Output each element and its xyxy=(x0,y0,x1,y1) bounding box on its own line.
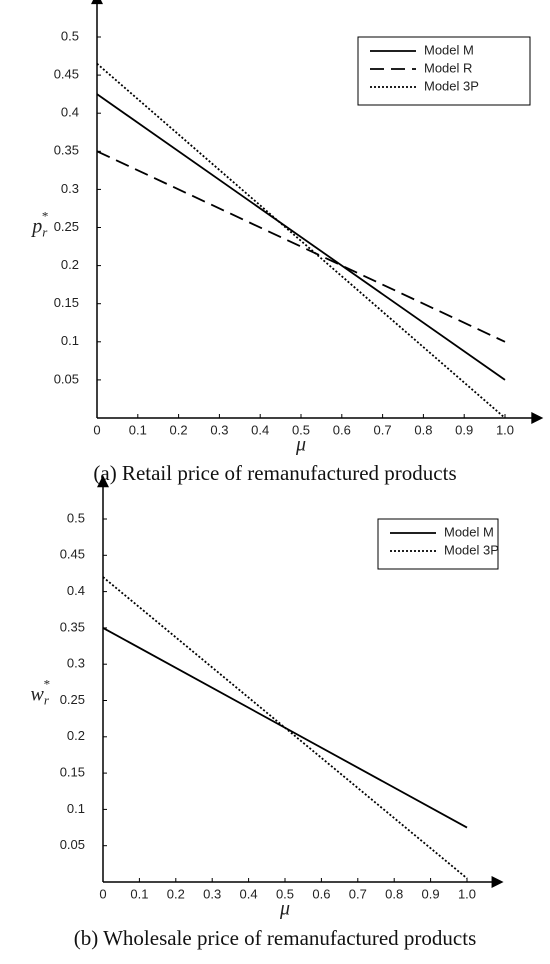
y-tick-label: 0.25 xyxy=(54,219,79,234)
chart: 0 0.1 0.2 0.3 0.4 0.5 0.6 0.7 0.8 0.9 1.0 0.05 0.1 0.… xyxy=(30,0,544,485)
x-tick-label: 0.9 xyxy=(422,886,440,901)
x-tick-label: 1.0 xyxy=(458,886,476,901)
y-label-sup: * xyxy=(41,208,48,223)
caption: (b) Wholesale price of remanufactured pr… xyxy=(74,926,477,950)
legend-label: Model R xyxy=(424,60,472,75)
y-label-main: w xyxy=(31,683,45,705)
y-label-main: p xyxy=(30,215,42,237)
x-tick-label: 1.0 xyxy=(496,422,514,437)
y-tick-label: 0.25 xyxy=(60,692,85,707)
series-line xyxy=(96,150,506,343)
y-tick-label: 0.4 xyxy=(61,105,79,120)
series-line xyxy=(102,576,468,880)
x-tick-label: 0 xyxy=(99,886,106,901)
y-label-sup: * xyxy=(43,676,50,691)
x-arrow xyxy=(531,412,544,424)
x-tick-label: 0.3 xyxy=(203,886,221,901)
x-tick-label: 0.5 xyxy=(276,886,294,901)
x-tick-label: 0.2 xyxy=(170,422,188,437)
x-tick-label: 0.9 xyxy=(455,422,473,437)
x-tick-label: 0.4 xyxy=(240,886,258,901)
legend-box xyxy=(377,518,499,570)
caption: (a) Retail price of remanufactured produ… xyxy=(93,461,456,485)
x-axis-label: μ xyxy=(295,434,306,456)
legend-label: Model M xyxy=(424,42,474,57)
legend-label: Model 3P xyxy=(424,78,479,93)
y-tick-label: 0.1 xyxy=(67,801,85,816)
legend-box xyxy=(357,36,531,106)
x-tick-label: 0.6 xyxy=(333,422,351,437)
y-tick-label: 0.45 xyxy=(54,67,79,82)
y-tick-label: 0.3 xyxy=(61,181,79,196)
x-axis-label: μ xyxy=(279,898,290,920)
y-tick-label: 0.35 xyxy=(54,143,79,158)
x-tick-label: 0.4 xyxy=(251,422,269,437)
x-tick-label: 0.7 xyxy=(349,886,367,901)
x-tick-label: 0 xyxy=(93,422,100,437)
y-tick-label: 0.05 xyxy=(54,371,79,386)
x-tick-label: 0.6 xyxy=(312,886,330,901)
y-tick-label: 0.2 xyxy=(67,728,85,743)
y-tick-label: 0.2 xyxy=(61,257,79,272)
y-tick-label: 0.15 xyxy=(60,765,85,780)
x-tick-label: 0.8 xyxy=(414,422,432,437)
y-tick-label: 0.5 xyxy=(61,28,79,43)
chart: 0 0.1 0.2 0.3 0.4 0.5 0.6 0.7 0.8 0.9 1.0 0.05 0.1 0.… xyxy=(31,475,504,950)
y-tick-label: 0.05 xyxy=(60,837,85,852)
legend-label: Model M xyxy=(444,524,494,539)
y-tick-label: 0.5 xyxy=(67,510,85,525)
x-tick-label: 0.1 xyxy=(130,886,148,901)
legend-label: Model 3P xyxy=(444,542,499,557)
x-tick-label: 0.3 xyxy=(210,422,228,437)
x-tick-label: 0.2 xyxy=(167,886,185,901)
x-arrow xyxy=(491,876,504,888)
y-arrow xyxy=(91,0,103,5)
x-tick-label: 0.7 xyxy=(374,422,392,437)
y-tick-label: 0.45 xyxy=(60,547,85,562)
y-label-sub: r xyxy=(44,692,50,707)
series-line xyxy=(96,62,506,419)
y-label-sub: r xyxy=(42,224,48,239)
y-tick-label: 0.1 xyxy=(61,333,79,348)
y-tick-label: 0.4 xyxy=(67,583,85,598)
y-tick-label: 0.35 xyxy=(60,619,85,634)
x-tick-label: 0.5 xyxy=(292,422,310,437)
y-axis-label: pr* xyxy=(30,208,48,239)
y-arrow xyxy=(97,475,109,488)
y-axis-label: wr* xyxy=(31,676,50,707)
x-tick-label: 0.8 xyxy=(385,886,403,901)
series-line xyxy=(96,93,506,381)
y-tick-label: 0.3 xyxy=(67,656,85,671)
y-tick-label: 0.15 xyxy=(54,295,79,310)
x-tick-label: 0.1 xyxy=(129,422,147,437)
